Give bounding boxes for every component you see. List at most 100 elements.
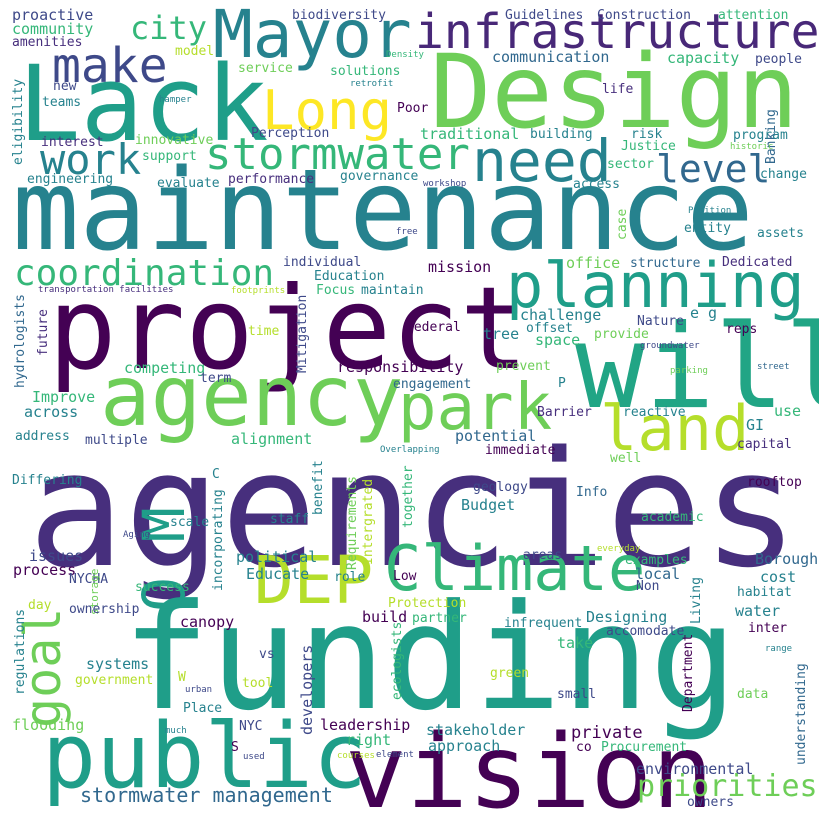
word: canopy [180, 613, 235, 631]
word: Mayor [213, 0, 412, 73]
word: flooding [12, 716, 85, 734]
word: take [557, 634, 594, 652]
word: Poor [397, 101, 429, 116]
word: will [575, 300, 819, 435]
word: examples [625, 553, 688, 568]
word: land [600, 392, 750, 465]
word: city [130, 9, 208, 47]
word: change [760, 167, 807, 182]
word: NYCHA [69, 572, 109, 587]
word: Requirements [345, 476, 360, 570]
word: Intergrated [361, 478, 376, 565]
word: Climate [384, 532, 646, 605]
word: performance [228, 172, 315, 187]
word: Place [183, 701, 223, 716]
word: stakeholder [426, 721, 526, 739]
word: element [376, 750, 414, 760]
word: Improve [32, 388, 96, 406]
word: approach [428, 737, 501, 755]
word: cost [760, 568, 797, 586]
word: footprints [231, 286, 286, 296]
word: agencies [28, 416, 799, 603]
word: Aging [123, 530, 151, 540]
word: Focus [316, 283, 356, 298]
word: Mitigation [295, 294, 310, 373]
word: engagement [393, 377, 472, 392]
word: planning [506, 249, 805, 322]
word: prevent [496, 359, 551, 374]
word: much [165, 726, 187, 736]
word: risk [631, 127, 663, 142]
word: responsibility [337, 358, 464, 376]
word: Perception [251, 126, 330, 141]
word: S [231, 740, 239, 755]
word: success [135, 580, 190, 595]
word: owners [687, 795, 734, 810]
word: space [535, 331, 581, 349]
word: regulations [13, 608, 28, 695]
word: assets [757, 226, 804, 241]
word: challenge [520, 306, 602, 324]
word: political [236, 548, 318, 566]
word: groundwater [640, 341, 700, 351]
word: hydrologists [13, 294, 28, 388]
word: new [53, 79, 77, 94]
word: model [175, 44, 215, 59]
word: green [490, 666, 530, 681]
word: maintain [361, 283, 424, 298]
word: issues [29, 547, 84, 565]
word: funding [122, 573, 738, 743]
word: together [401, 465, 416, 528]
word: infrastructure [415, 4, 819, 60]
word: parking [670, 366, 708, 376]
word: Borough [755, 550, 819, 568]
word: life [602, 82, 634, 97]
word: case [615, 208, 630, 240]
word: range [765, 644, 793, 654]
word: amenities [12, 35, 83, 50]
word: Low [393, 569, 417, 584]
word: Nature [637, 314, 684, 329]
word: Dedicated [722, 255, 793, 270]
word: Info [576, 485, 608, 500]
word: inter [748, 621, 788, 636]
word: potential [455, 427, 537, 445]
word: Position [688, 206, 732, 216]
word: teams [42, 95, 82, 110]
word: ecologists [390, 621, 405, 700]
word: C [212, 467, 220, 482]
word: time [248, 324, 280, 339]
word: solutions [330, 64, 401, 79]
word: use [774, 402, 802, 420]
word: reactive [623, 405, 686, 420]
word: government [75, 673, 154, 688]
word: right [346, 731, 392, 749]
word: leadership [320, 716, 411, 734]
word: make [52, 38, 168, 94]
word: access [573, 177, 620, 192]
word: evaluate [157, 176, 220, 191]
word: infrequent [504, 616, 583, 631]
word: academic [641, 510, 704, 525]
word: understanding [794, 663, 809, 765]
word: co [576, 740, 592, 755]
word: Justice [621, 139, 676, 154]
word: role [334, 570, 366, 585]
word: Protection [388, 596, 467, 611]
word: GI [746, 416, 765, 434]
word: future [36, 309, 51, 356]
word: community [12, 20, 94, 38]
word: developers [298, 644, 316, 735]
word: habitat [737, 585, 792, 600]
word: Density [386, 50, 424, 60]
word: incorporating [211, 489, 226, 591]
word: immediate [485, 443, 556, 458]
word: Barrier [537, 405, 592, 420]
word: communication [492, 48, 610, 66]
word: W [178, 670, 186, 685]
word: competing [124, 359, 206, 377]
word: Guidelines [505, 8, 584, 23]
word: Overlapping [380, 445, 440, 455]
word: e g [690, 304, 718, 322]
word: process [13, 561, 77, 579]
